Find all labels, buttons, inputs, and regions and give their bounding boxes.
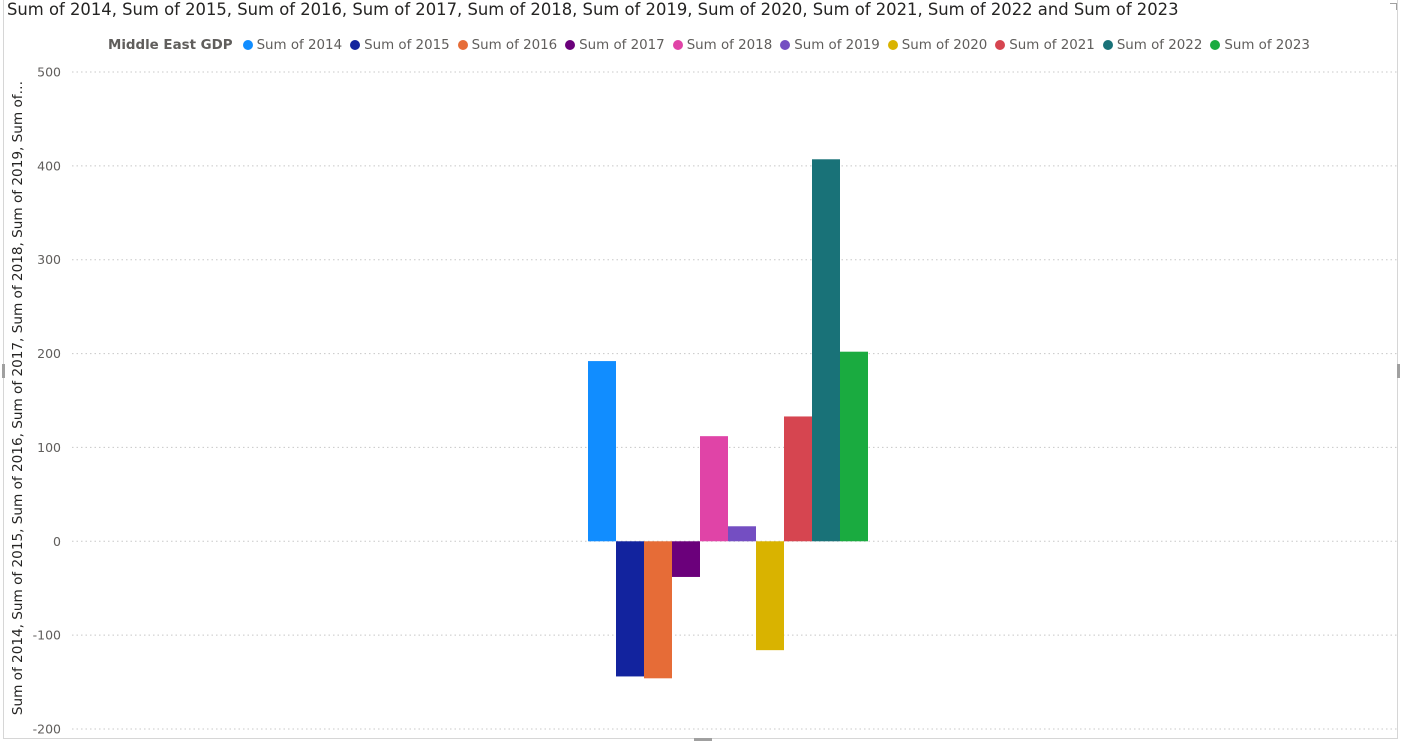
legend-item[interactable]: Sum of 2018: [672, 37, 773, 53]
resize-handle-top-right[interactable]: [1390, 3, 1397, 10]
legend-label: Sum of 2018: [686, 37, 773, 53]
bar[interactable]: [840, 351, 868, 542]
y-tick-label: -200: [33, 722, 61, 737]
legend-item[interactable]: Sum of 2017: [565, 38, 665, 53]
legend-item[interactable]: Sum of 2022: [1102, 37, 1203, 53]
legend-label: Sum of 2023: [1224, 37, 1310, 53]
y-tick-label: -100: [33, 628, 61, 643]
legend-marker: [780, 40, 791, 50]
bar[interactable]: [644, 541, 672, 679]
legend-marker: [457, 40, 468, 50]
legend-label: Sum of 2020: [901, 37, 988, 53]
legend-item[interactable]: Sum of 2021: [995, 38, 1095, 53]
legend-label: Sum of 2014: [256, 37, 343, 53]
legend: Middle East GDP Sum of 2014 Sum of 2015 Su…: [108, 36, 1318, 54]
legend-label: Sum of 2015: [364, 37, 450, 53]
bar[interactable]: [812, 159, 840, 542]
legend-marker: [1102, 40, 1113, 50]
legend-marker: [350, 40, 361, 50]
legend-label: Sum of 2019: [794, 37, 880, 53]
legend-label: Sum of 2017: [579, 37, 665, 53]
legend-marker: [242, 40, 253, 50]
resize-handle-left[interactable]: [2, 364, 5, 378]
legend-marker: [1210, 40, 1221, 50]
y-tick-label: 100: [37, 440, 61, 455]
legend-marker: [672, 40, 683, 50]
legend-title: Middle East GDP: [108, 37, 233, 53]
y-tick-label: 0: [53, 534, 61, 549]
resize-handle-right[interactable]: [1397, 364, 1400, 378]
legend-label: Sum of 2021: [1009, 37, 1095, 53]
resize-handle-bottom[interactable]: [694, 738, 712, 741]
y-tick-label: 200: [37, 346, 61, 361]
bar[interactable]: [756, 541, 784, 651]
y-tick-label: 500: [37, 65, 61, 80]
legend-marker: [565, 40, 576, 50]
bar[interactable]: [672, 541, 700, 577]
legend-label: Sum of 2022: [1116, 37, 1203, 53]
legend-item[interactable]: Sum of 2015: [350, 38, 450, 53]
legend-item[interactable]: Sum of 2014: [242, 37, 343, 53]
y-tick-label: 400: [37, 158, 61, 173]
bar[interactable]: [700, 436, 728, 542]
legend-item[interactable]: Sum of 2019: [780, 38, 880, 53]
bar[interactable]: [616, 541, 644, 677]
bar[interactable]: [588, 361, 616, 542]
legend-item[interactable]: Sum of 2023: [1210, 38, 1310, 53]
legend-items: Sum of 2014 Sum of 2015 Sum of 2016 Sum of …: [242, 37, 1318, 53]
chart-title: Sum of 2014, Sum of 2015, Sum of 2016, S…: [7, 0, 1179, 19]
legend-label: Sum of 2016: [471, 37, 558, 53]
bar[interactable]: [784, 416, 812, 542]
bar[interactable]: [728, 526, 756, 542]
legend-marker: [887, 40, 898, 50]
legend-item[interactable]: Sum of 2020: [887, 37, 988, 53]
legend-item[interactable]: Sum of 2016: [457, 37, 558, 53]
legend-marker: [995, 40, 1006, 50]
y-tick-label: 300: [37, 252, 61, 267]
